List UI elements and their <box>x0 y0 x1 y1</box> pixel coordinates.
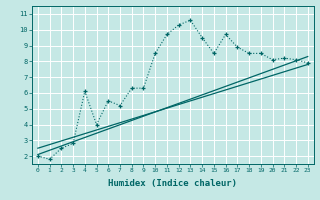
X-axis label: Humidex (Indice chaleur): Humidex (Indice chaleur) <box>108 179 237 188</box>
